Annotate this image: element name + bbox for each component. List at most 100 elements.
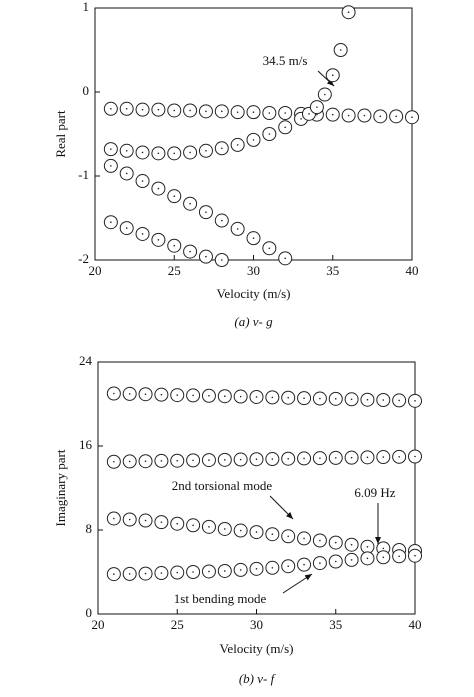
marker-dot — [173, 152, 176, 155]
marker-dot — [113, 517, 115, 520]
marker-dot — [192, 524, 194, 527]
marker-dot — [125, 172, 128, 175]
marker-dot — [255, 396, 258, 398]
marker-dot — [252, 237, 255, 239]
marker-dot — [192, 571, 194, 573]
marker-dot — [347, 11, 350, 13]
marker-dot — [398, 399, 400, 402]
marker-dot — [239, 529, 242, 532]
marker-dot — [192, 394, 194, 397]
y-tick-label: 0 — [86, 605, 93, 620]
marker-dot — [366, 456, 369, 459]
x-axis-label: Velocity (m/s) — [216, 286, 290, 301]
marker-dot — [255, 458, 258, 461]
marker-dot — [316, 106, 318, 108]
marker-dot — [110, 148, 112, 150]
marker-dot — [157, 108, 160, 111]
marker-dot — [160, 393, 163, 396]
marker-dot — [113, 460, 115, 463]
marker-dot — [347, 114, 350, 117]
marker-dot — [382, 399, 385, 401]
marker-dot — [160, 572, 163, 574]
marker-dot — [287, 565, 290, 568]
marker-dot — [271, 396, 274, 399]
marker-dot — [331, 113, 334, 116]
y-axis-label: Real part — [53, 110, 68, 158]
marker-dot — [125, 108, 128, 110]
marker-dot — [284, 126, 287, 129]
x-tick-label: 40 — [409, 617, 422, 632]
arrows — [269, 70, 381, 594]
marker-dot — [125, 150, 128, 152]
caption: (b) v- f — [239, 671, 277, 686]
marker-dot — [160, 521, 163, 523]
marker-dot — [128, 518, 131, 521]
marker-dot — [339, 49, 342, 51]
marker-dot — [236, 144, 239, 146]
marker-dot — [113, 573, 115, 575]
y-tick-label: 8 — [86, 521, 93, 536]
x-axis-label: Velocity (m/s) — [219, 641, 293, 656]
marker-dot — [366, 557, 369, 560]
marker-dot — [144, 519, 147, 522]
marker-dot — [382, 547, 385, 550]
marker-dot — [221, 110, 223, 113]
marker-dot — [157, 152, 160, 155]
marker-dot — [221, 147, 223, 150]
marker-dot — [414, 455, 416, 458]
marker-dot — [141, 233, 144, 235]
marker-dot — [350, 398, 353, 401]
marker-dot — [300, 118, 302, 120]
annotation: 1st bending mode — [174, 591, 267, 606]
marker-dot — [205, 150, 207, 152]
marker-dot — [382, 556, 385, 559]
marker-dot — [176, 571, 179, 574]
marker-dot — [395, 115, 397, 118]
marker-dot — [308, 113, 310, 115]
marker-dot — [239, 458, 242, 461]
y-tick-label: 1 — [83, 0, 90, 14]
x-tick-label: 20 — [89, 263, 102, 278]
x-tick-label: 30 — [250, 617, 263, 632]
marker-dot — [350, 543, 353, 546]
marker-dot — [284, 112, 287, 114]
marker-dot — [319, 457, 321, 459]
annotation: 2nd torsional mode — [172, 478, 273, 493]
marker-dot — [205, 255, 207, 258]
marker-dot — [382, 456, 385, 458]
annotation: 6.09 Hz — [354, 485, 395, 500]
caption: (a) v- g — [234, 314, 273, 329]
marker-dot — [268, 112, 271, 114]
x-tick-label: 30 — [247, 263, 260, 278]
x-tick-label: 25 — [171, 617, 184, 632]
marker-dot — [208, 526, 210, 528]
marker-dot — [324, 93, 326, 96]
marker-dot — [303, 563, 305, 566]
marker-dot — [144, 572, 147, 575]
y-tick-label: 0 — [83, 83, 90, 98]
marker-dot — [303, 457, 305, 460]
marker-dot — [303, 537, 305, 540]
marker-dot — [239, 395, 242, 398]
marker-dot — [316, 113, 318, 116]
marker-dot — [110, 165, 112, 167]
marker-dot — [176, 522, 179, 525]
marker-dot — [173, 195, 176, 197]
marker-dot — [350, 559, 353, 561]
marker-dot — [205, 110, 207, 113]
marker-dot — [236, 111, 239, 113]
marker-dot — [110, 108, 112, 110]
marker-dot — [144, 460, 147, 463]
marker-dot — [303, 397, 305, 399]
marker-dot — [287, 396, 290, 399]
marker-dot — [334, 398, 337, 400]
marker-dot — [366, 398, 369, 401]
marker-dot — [414, 554, 416, 557]
marker-dot — [144, 393, 147, 396]
marker-dot — [255, 531, 258, 533]
marker-dot — [157, 239, 160, 241]
x-tick-label: 35 — [329, 617, 342, 632]
y-tick-label: -1 — [78, 167, 89, 182]
marker-dot — [176, 459, 179, 462]
